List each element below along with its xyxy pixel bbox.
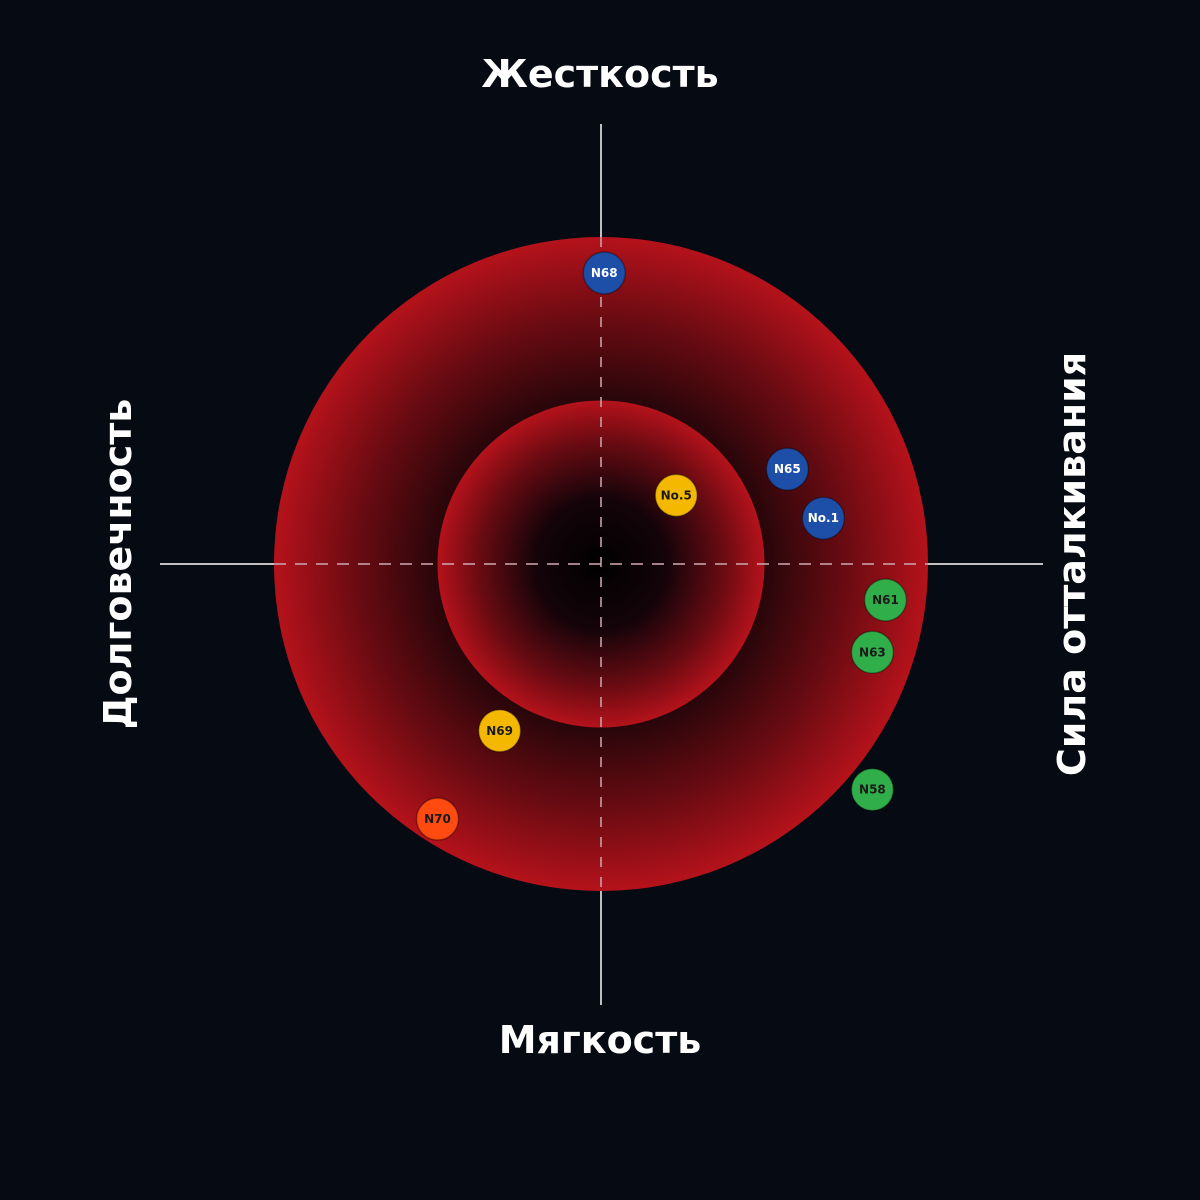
point-label: N68 <box>591 266 618 280</box>
point-n61: N61 <box>863 578 908 622</box>
point-n68: N68 <box>582 251 627 295</box>
point-marker <box>801 496 846 540</box>
point-n69: N69 <box>477 709 522 753</box>
point-label: No.5 <box>661 488 692 502</box>
point-label: N58 <box>859 783 886 797</box>
point-marker <box>415 797 460 841</box>
point-n58: N58 <box>850 767 895 812</box>
axis-label-left: Долговечность <box>96 398 140 730</box>
axis-label-bottom: Мягкость <box>498 1018 702 1062</box>
point-label: No.1 <box>808 511 839 525</box>
point-n63: N63 <box>850 630 895 675</box>
point-no5: No.5 <box>654 473 698 518</box>
point-label: N61 <box>872 593 899 607</box>
point-marker <box>582 251 627 295</box>
point-label: N63 <box>859 645 886 659</box>
point-label: N69 <box>486 724 513 738</box>
axis-label-right: Сила отталкивания <box>1050 351 1094 777</box>
axis-label-top: Жесткость <box>481 52 719 96</box>
point-n70: N70 <box>415 797 460 841</box>
point-n65: N65 <box>765 447 810 491</box>
point-marker <box>477 709 522 753</box>
point-marker <box>765 447 810 491</box>
point-marker <box>850 630 895 675</box>
point-label: N70 <box>424 812 451 826</box>
point-marker <box>850 767 895 812</box>
point-marker <box>654 473 698 518</box>
point-marker <box>863 578 908 622</box>
point-label: N65 <box>774 462 801 476</box>
point-no1: No.1 <box>801 496 846 540</box>
